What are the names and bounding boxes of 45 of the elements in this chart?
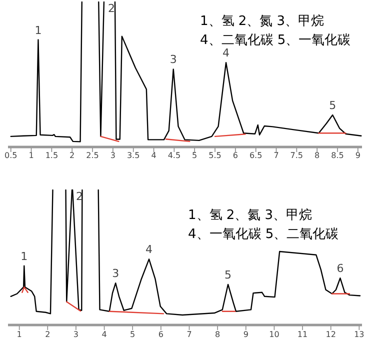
- x-tick-label: 10: [269, 330, 280, 339]
- annotation: 4: [146, 243, 153, 256]
- x-tick-label: 8.5: [331, 151, 344, 160]
- x-tick-label: 4: [151, 151, 156, 160]
- x-tick-label: 6: [158, 330, 164, 339]
- x-tick-label: 6: [232, 151, 238, 160]
- annotation: 1、氢 2、氮 3、甲烷: [200, 14, 324, 29]
- annotation: 4、一氧化碳 5、二氧化碳: [188, 227, 339, 242]
- x-tick-label: 2.5: [86, 151, 99, 160]
- x-tick-label: 8: [215, 330, 220, 339]
- x-tick-label: 7: [274, 151, 279, 160]
- annotation: 1、氢 2、氦 3、甲烷: [188, 208, 312, 223]
- annotation: 3: [112, 267, 120, 280]
- annotation: 4、二氧化碳 5、一氧化碳: [200, 33, 351, 48]
- annotation: 5: [329, 98, 336, 112]
- annotation: 3: [170, 53, 177, 66]
- annotation: 5: [224, 268, 232, 282]
- x-tick-label: 8: [314, 151, 320, 160]
- x-tick-label: 3: [110, 151, 116, 160]
- x-tick-label: 9: [355, 151, 360, 160]
- annotation: 2: [108, 2, 115, 15]
- x-tick-label: 2: [45, 330, 50, 339]
- annotation: 4: [222, 46, 230, 60]
- x-tick-label: 13: [354, 330, 364, 339]
- x-tick-label: 4: [102, 330, 107, 339]
- x-tick-label: 11: [297, 330, 308, 339]
- annotation: 1: [34, 24, 42, 37]
- x-tick-label: 5: [130, 330, 136, 339]
- x-tick-label: 7: [186, 330, 192, 339]
- x-tick-label: 12: [326, 330, 336, 339]
- x-tick-label: 4.5: [168, 151, 181, 160]
- x-tick-label: 1: [28, 151, 34, 160]
- x-tick-label: 3.5: [126, 151, 140, 160]
- x-tick-label: 5.5: [208, 151, 222, 160]
- x-tick-label: 7.5: [290, 151, 304, 160]
- x-tick-label: 5: [192, 151, 198, 160]
- annotation: 1: [20, 250, 28, 263]
- x-tick-label: 1.5: [45, 151, 58, 160]
- x-tick-label: 1: [16, 330, 22, 339]
- x-tick-label: 2: [70, 151, 75, 160]
- x-tick-label: 6.5: [249, 151, 262, 160]
- x-tick-label: 3: [73, 330, 79, 339]
- x-tick-label: 9: [243, 330, 248, 339]
- x-tick-label: 0.5: [4, 151, 18, 160]
- annotation: 6: [336, 262, 344, 276]
